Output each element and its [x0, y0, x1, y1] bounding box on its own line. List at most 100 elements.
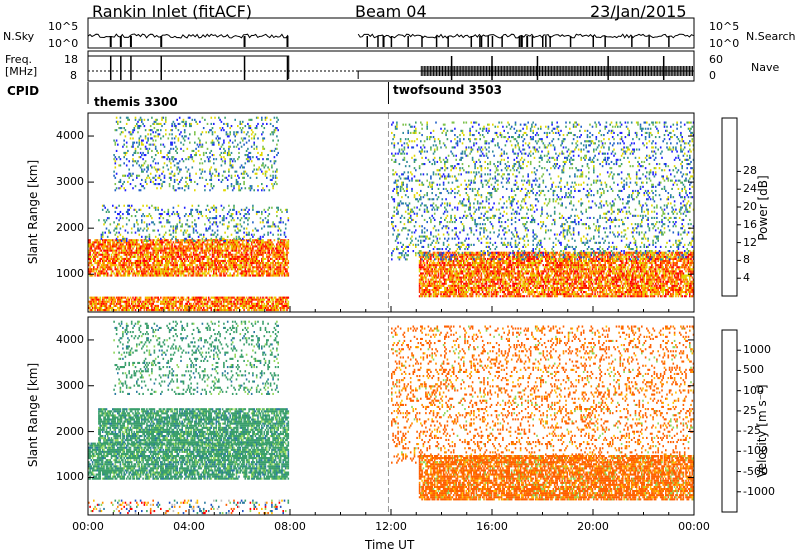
- data-cell: [160, 150, 162, 152]
- data-cell: [237, 144, 239, 146]
- data-cell: [280, 264, 282, 266]
- data-cell: [171, 272, 173, 274]
- data-cell: [237, 181, 239, 183]
- data-cell: [150, 245, 152, 247]
- data-cell: [236, 213, 238, 215]
- data-cell: [275, 175, 277, 177]
- data-cell: [176, 240, 178, 242]
- data-cell: [229, 127, 231, 129]
- data-cell: [216, 215, 218, 217]
- data-cell: [175, 303, 177, 305]
- data-cell: [152, 160, 154, 162]
- data-cell: [161, 260, 163, 262]
- data-cell: [183, 272, 185, 274]
- data-cell: [122, 225, 124, 227]
- data-cell: [270, 133, 272, 135]
- data-cell: [213, 185, 215, 187]
- data-cell: [219, 154, 221, 156]
- data-cell: [232, 189, 234, 191]
- data-cell: [150, 181, 152, 183]
- data-cell: [438, 289, 440, 291]
- data-cell: [204, 301, 206, 303]
- data-cell: [181, 268, 183, 270]
- data-cell: [229, 209, 231, 211]
- data-cell: [154, 258, 156, 260]
- data-cell: [200, 307, 202, 309]
- data-cell: [120, 158, 122, 160]
- data-cell: [209, 171, 211, 173]
- data-cell: [147, 250, 149, 252]
- data-cell: [229, 154, 231, 156]
- data-cell: [246, 272, 248, 274]
- data-cell: [188, 260, 190, 262]
- data-cell: [180, 230, 182, 232]
- data-cell: [157, 301, 159, 303]
- data-cell: [154, 239, 156, 241]
- data-cell: [139, 230, 141, 232]
- data-cell: [202, 270, 204, 272]
- data-cell: [154, 223, 156, 225]
- data-cell: [285, 301, 287, 303]
- data-cell: [288, 301, 290, 303]
- data-cell: [229, 140, 231, 142]
- data-cell: [123, 181, 125, 183]
- data-cell: [248, 232, 250, 234]
- data-cell: [192, 225, 194, 227]
- data-cell: [155, 148, 157, 150]
- data-cell: [240, 238, 242, 240]
- data-cell: [180, 309, 182, 311]
- data-cell: [174, 173, 176, 175]
- data-cell: [108, 256, 110, 258]
- data-cell: [212, 127, 214, 129]
- data-cell: [232, 164, 234, 166]
- data-cell: [276, 121, 278, 123]
- data-cell: [159, 133, 161, 135]
- data-cell: [142, 171, 144, 173]
- data-cell: [252, 250, 254, 252]
- data-cell: [170, 162, 172, 164]
- data-cell: [91, 260, 93, 262]
- data-cell: [261, 189, 263, 191]
- data-cell: [181, 260, 183, 262]
- data-cell: [169, 258, 171, 260]
- data-cell: [123, 162, 125, 164]
- data-cell: [154, 262, 156, 264]
- data-cell: [97, 297, 99, 299]
- data-cell: [157, 256, 159, 258]
- data-cell: [147, 140, 149, 142]
- data-cell: [282, 248, 284, 250]
- data-cell: [213, 256, 215, 258]
- data-cell: [211, 270, 213, 272]
- data-cell: [221, 156, 223, 158]
- data-cell: [92, 305, 94, 307]
- data-cell: [197, 123, 199, 125]
- data-cell: [155, 140, 157, 142]
- data-cell: [261, 183, 263, 185]
- data-cell: [166, 245, 168, 247]
- data-cell: [223, 217, 225, 219]
- data-cell: [128, 209, 130, 211]
- data-cell: [147, 150, 149, 152]
- data-cell: [217, 258, 219, 260]
- data-cell: [139, 234, 141, 236]
- data-cell: [231, 125, 233, 127]
- data-cell: [286, 209, 288, 211]
- data-cell: [258, 158, 260, 160]
- data-cell: [160, 275, 162, 277]
- data-cell: [252, 221, 254, 223]
- data-cell: [145, 135, 147, 137]
- data-cell: [116, 117, 118, 119]
- data-cell: [198, 236, 200, 238]
- data-cell: [164, 146, 166, 148]
- data-cell: [169, 305, 171, 307]
- data-cell: [258, 272, 260, 274]
- data-cell: [160, 144, 162, 146]
- data-cell: [208, 260, 210, 262]
- data-cell: [262, 275, 264, 277]
- data-cell: [181, 135, 183, 137]
- data-cell: [103, 258, 105, 260]
- data-cell: [262, 243, 264, 245]
- data-cell: [266, 117, 268, 119]
- data-cell: [229, 162, 231, 164]
- data-cell: [115, 166, 117, 168]
